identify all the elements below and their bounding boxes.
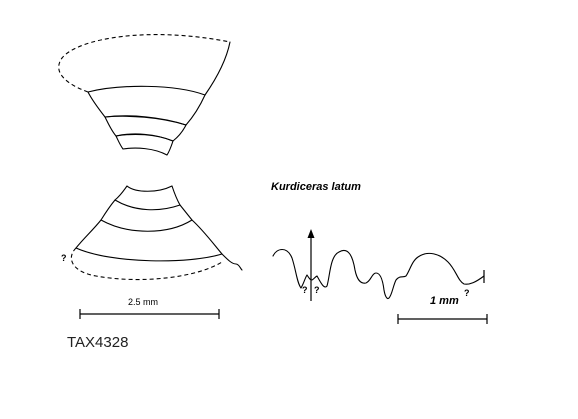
lower-outer-whorl-tail [221, 253, 243, 271]
upper-outer-whorl-solid [204, 41, 231, 96]
upper-whorl-3 [115, 133, 174, 156]
lower-whorl-section [70, 185, 243, 281]
suture-line [272, 248, 485, 300]
species-name: Kurdiceras latum [271, 181, 361, 193]
lower-innermost-whorl [114, 185, 181, 211]
lower-whorl-3 [75, 219, 223, 262]
upper-whorl-section [58, 34, 231, 156]
upper-outer-whorl-dashed [58, 34, 231, 93]
whorl-uncertain-mark: ? [61, 253, 67, 263]
specimen-id: TAX4328 [67, 334, 128, 351]
suture-uncertain-mark-b: ? [314, 285, 320, 295]
suture-scale-label: 1 mm [430, 295, 459, 307]
suture-uncertain-mark-a: ? [302, 285, 308, 295]
cross-section-scale-label: 2.5 mm [128, 297, 158, 307]
lower-outer-whorl-dashed [70, 247, 223, 281]
venter-arrow [307, 229, 315, 301]
suture-scale-bar [397, 314, 488, 324]
suture-uncertain-mark-c: ? [464, 288, 470, 298]
lower-whorl-2 [100, 199, 193, 232]
cross-section-scale-bar [79, 309, 220, 319]
